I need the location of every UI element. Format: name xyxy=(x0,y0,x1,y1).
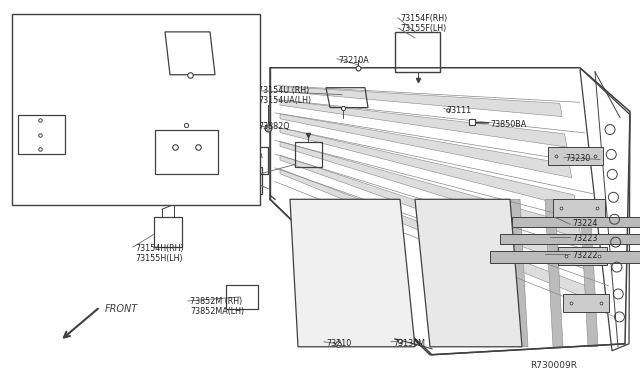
Text: 73210: 73210 xyxy=(326,339,351,348)
Text: 73210A: 73210A xyxy=(190,151,221,160)
Text: 73154U (RH): 73154U (RH) xyxy=(258,86,309,95)
Text: 73210A: 73210A xyxy=(338,56,369,65)
Polygon shape xyxy=(510,199,528,347)
Polygon shape xyxy=(280,155,586,269)
Polygon shape xyxy=(563,294,609,312)
Text: 73852MA(LH): 73852MA(LH) xyxy=(190,307,244,316)
Polygon shape xyxy=(490,251,640,263)
Polygon shape xyxy=(280,86,562,116)
Text: FRONT: FRONT xyxy=(105,304,138,314)
Bar xyxy=(12,14,260,205)
Polygon shape xyxy=(415,199,522,347)
Text: 73210AA: 73210AA xyxy=(172,174,209,183)
Text: 73834N(RH): 73834N(RH) xyxy=(40,164,88,173)
Polygon shape xyxy=(280,114,572,178)
Text: 73852M (RH): 73852M (RH) xyxy=(190,297,243,306)
Text: 73154H(RH): 73154H(RH) xyxy=(135,244,184,253)
Polygon shape xyxy=(280,128,577,208)
Text: W/CROSSBAR: W/CROSSBAR xyxy=(18,26,76,35)
Text: 73850BA: 73850BA xyxy=(490,119,526,129)
Polygon shape xyxy=(290,199,415,347)
Polygon shape xyxy=(545,199,563,347)
Polygon shape xyxy=(512,217,640,227)
Text: 73835N(LH): 73835N(LH) xyxy=(40,174,88,183)
Text: 73155H(LH): 73155H(LH) xyxy=(135,254,182,263)
Text: 73210A: 73210A xyxy=(232,151,263,160)
Text: 73130M: 73130M xyxy=(393,339,425,348)
Text: 73224: 73224 xyxy=(572,219,597,228)
Polygon shape xyxy=(500,234,640,244)
Text: 73850DA: 73850DA xyxy=(100,105,137,113)
Polygon shape xyxy=(553,199,605,217)
Text: 73154UA(LH): 73154UA(LH) xyxy=(258,96,311,105)
Text: 73111: 73111 xyxy=(446,106,471,115)
Polygon shape xyxy=(548,147,603,166)
Text: 73154F(RH): 73154F(RH) xyxy=(400,14,447,23)
Polygon shape xyxy=(580,199,598,347)
Text: 73850AA: 73850AA xyxy=(32,140,68,148)
Text: R730009R: R730009R xyxy=(530,361,577,370)
Text: 73222: 73222 xyxy=(572,251,598,260)
Polygon shape xyxy=(280,169,591,300)
Text: 73850AA: 73850AA xyxy=(140,128,177,137)
Polygon shape xyxy=(280,141,581,239)
Text: 73835N(LH): 73835N(LH) xyxy=(168,30,216,39)
Text: 73B07N: 73B07N xyxy=(70,80,102,89)
Text: 73223: 73223 xyxy=(572,234,597,243)
Text: 73850A: 73850A xyxy=(172,62,203,71)
Text: 73230: 73230 xyxy=(565,154,590,163)
Text: 73834N(RH): 73834N(RH) xyxy=(168,20,216,29)
Polygon shape xyxy=(558,247,607,265)
Polygon shape xyxy=(280,100,567,147)
Text: 73155F(LH): 73155F(LH) xyxy=(400,24,446,33)
Text: 73882Q: 73882Q xyxy=(258,122,290,131)
